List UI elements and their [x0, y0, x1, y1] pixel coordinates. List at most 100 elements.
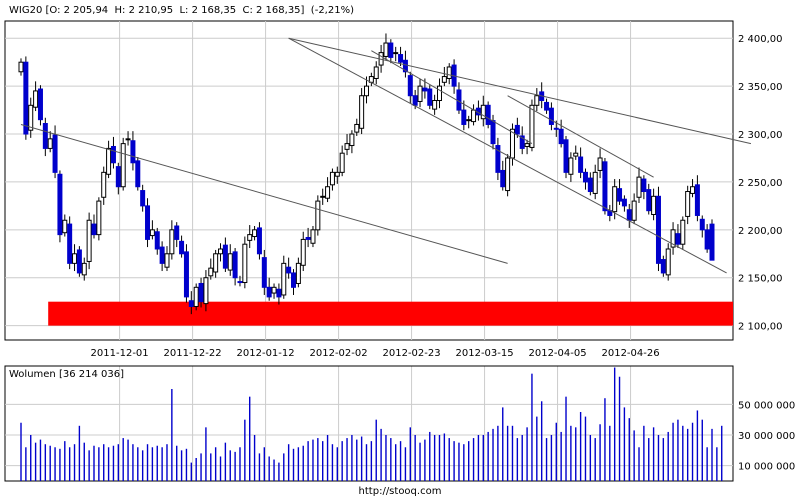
- candle-body: [174, 225, 180, 240]
- candle-body: [665, 248, 671, 276]
- candlestick: [67, 216, 73, 270]
- candlestick: [86, 212, 92, 270]
- candle-body: [393, 52, 399, 55]
- candle-body: [558, 128, 564, 145]
- candle-body: [67, 223, 73, 264]
- candlestick: [690, 179, 696, 198]
- candlestick: [495, 137, 501, 181]
- candle-body: [145, 205, 151, 240]
- price-y-tick-label: 2 350,00: [738, 82, 783, 93]
- candle-body: [261, 257, 267, 288]
- candlestick: [402, 50, 408, 78]
- candlestick: [76, 246, 82, 277]
- x-tick-label: 2012-02-23: [383, 348, 441, 359]
- candlestick: [524, 139, 530, 155]
- candlestick: [325, 177, 331, 203]
- candlestick: [232, 248, 238, 286]
- candle-body: [325, 186, 331, 199]
- candle-body: [573, 152, 579, 157]
- candle-body: [407, 75, 413, 97]
- candlestick: [72, 244, 78, 272]
- candlestick: [23, 56, 29, 140]
- trendline: [288, 37, 752, 145]
- candle-body: [271, 286, 277, 294]
- candle-body: [417, 85, 423, 102]
- candle-body: [110, 145, 116, 164]
- candlestick: [597, 148, 603, 179]
- candle-body: [310, 229, 316, 244]
- candlestick: [339, 145, 345, 177]
- footer-url[interactable]: http://stooq.com: [358, 486, 442, 497]
- candle-body: [704, 229, 710, 250]
- candlestick: [636, 167, 642, 204]
- candle-body: [500, 169, 506, 188]
- candle-body: [514, 124, 520, 135]
- candle-body: [685, 191, 691, 217]
- candlestick: [466, 115, 472, 129]
- price-y-tick-label: 2 300,00: [738, 130, 783, 141]
- candlestick: [266, 277, 272, 301]
- candle-body: [505, 157, 511, 192]
- candle-body: [62, 219, 68, 234]
- candlestick: [587, 172, 593, 196]
- candle-body: [349, 133, 355, 147]
- candlestick: [28, 97, 34, 138]
- candle-body: [169, 229, 175, 255]
- candle-body: [660, 259, 666, 274]
- candle-body: [213, 253, 219, 273]
- candle-body: [76, 249, 82, 274]
- candlestick: [334, 166, 340, 184]
- price-y-tick-label: 2 150,00: [738, 274, 783, 285]
- ohlc-label: WIG20 [O: 2 205,94 H: 2 210,95 L: 2 168,…: [9, 5, 354, 16]
- candle-body: [563, 139, 569, 173]
- candlestick: [558, 119, 564, 148]
- candlestick: [544, 98, 550, 114]
- candle-body: [164, 253, 170, 268]
- candle-body: [159, 246, 165, 264]
- candlestick: [680, 216, 686, 250]
- candlestick: [563, 135, 569, 179]
- support-zone: [48, 301, 733, 326]
- candle-body: [188, 300, 194, 307]
- candlestick: [125, 131, 131, 146]
- candlestick: [42, 117, 48, 157]
- candle-body: [140, 190, 146, 207]
- candlestick: [505, 154, 511, 197]
- candle-body: [524, 143, 530, 147]
- volume-title: Wolumen [36 214 036]: [9, 369, 125, 380]
- candle-body: [18, 61, 24, 73]
- candle-body: [247, 234, 253, 241]
- candle-body: [300, 238, 306, 266]
- candlestick: [480, 95, 486, 127]
- candle-body: [252, 229, 258, 238]
- candlestick: [227, 244, 233, 276]
- candlestick: [709, 219, 715, 261]
- candlestick: [315, 195, 321, 236]
- volume-y-tick-label: 30 000 000: [738, 431, 795, 442]
- candlestick: [446, 63, 452, 85]
- price-panel-frame: [4, 20, 734, 341]
- price-y-tick-label: 2 400,00: [738, 34, 783, 45]
- candle-body: [427, 88, 433, 106]
- candlestick: [349, 130, 355, 154]
- candlestick: [393, 46, 399, 62]
- x-tick-label: 2012-03-15: [456, 348, 514, 359]
- candlestick: [101, 166, 107, 205]
- candle-body: [183, 251, 189, 298]
- candle-body: [57, 173, 63, 236]
- candlestick: [432, 94, 438, 115]
- volume-panel: 50 000 000 30 000 000 10 000 000: [4, 365, 795, 482]
- candlestick: [252, 226, 258, 241]
- x-tick-label: 2011-12-22: [164, 348, 222, 359]
- candle-body: [402, 59, 408, 73]
- candlestick: [305, 227, 311, 248]
- candlestick: [485, 101, 491, 129]
- candle-body: [149, 229, 155, 237]
- x-tick-label: 2012-04-05: [528, 348, 586, 359]
- candle-body: [242, 243, 248, 284]
- candlestick: [675, 224, 681, 249]
- candlestick: [291, 269, 297, 295]
- candlestick: [96, 197, 102, 241]
- candle-body: [120, 143, 126, 188]
- candle-body: [33, 90, 39, 108]
